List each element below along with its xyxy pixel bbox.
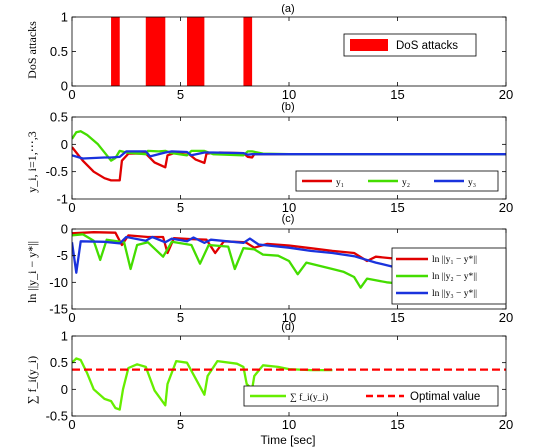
x-tick-label: 5 [177, 310, 184, 325]
y-tick-label: 1 [61, 10, 68, 25]
y-tick-label: 0 [61, 382, 68, 397]
panel-a-title: (a) [281, 3, 294, 15]
x-tick-label: 15 [390, 417, 404, 432]
dos-attack-bar [145, 17, 166, 86]
panel-d-legend: ∑ f_i(y_i) Optimal value [243, 385, 499, 407]
legend-label-dos: DoS attacks [396, 40, 458, 52]
y-tick-label: -1 [56, 192, 68, 207]
y-tick-label: 0.5 [50, 110, 68, 125]
plot-marks [72, 357, 506, 411]
x-tick-label: 5 [177, 200, 184, 215]
legend-label-sum: ∑ f_i(y_i) [290, 392, 328, 403]
series-line-3 [72, 235, 411, 274]
y-tick-label: -10 [49, 275, 68, 290]
x-tick-label: 20 [499, 310, 513, 325]
panel-c-title: (c) [282, 213, 295, 225]
x-tick-label: 10 [282, 417, 296, 432]
y-tick-label: -15 [49, 302, 68, 317]
legend-label-2: ln ||y₂ − y*|| [432, 272, 477, 282]
x-tick-label: 10 [282, 310, 296, 325]
y-tick-label: 0.5 [50, 355, 68, 370]
panel-b-legend: y₁ y₂ y₃ [295, 170, 499, 192]
legend-label-y3: y₃ [468, 178, 476, 188]
dos-attack-bar [111, 17, 120, 86]
y-tick-label: 0 [61, 222, 68, 237]
dos-attack-bar [187, 17, 205, 86]
legend-label-y1: y₁ [336, 178, 344, 188]
y-tick-label: -5 [56, 248, 68, 263]
y-tick-label: 0 [61, 79, 68, 94]
x-tick-label: 20 [499, 200, 513, 215]
panel-d-title: (d) [281, 321, 294, 333]
x-tick-label: 20 [499, 417, 513, 432]
panel-b-title: (b) [281, 101, 294, 113]
y-tick-label: 0 [61, 137, 68, 152]
plot-marks [111, 17, 253, 86]
x-tick-label: 0 [68, 310, 75, 325]
panel-b-plot: 0 5 10 15 20 -1 -0.5 0 0.5 [46, 110, 514, 216]
x-tick-label: 15 [390, 200, 404, 215]
y-tick-label: 0.5 [50, 44, 68, 59]
series-line-3 [72, 150, 506, 160]
legend-swatch-dos [350, 39, 388, 51]
x-tick-label: 5 [177, 87, 184, 102]
plot-marks [72, 130, 506, 182]
legend-label-optimal: Optimal value [410, 391, 480, 403]
legend-label-3: ln ||y₃ − y*|| [432, 289, 477, 299]
x-tick-label: 15 [390, 310, 404, 325]
x-axis-label: Time [sec] [261, 433, 316, 447]
y-tick-label: -0.5 [46, 164, 68, 179]
panel-b-ylabel: y_i, i=1,⋯,3 [25, 131, 39, 192]
y-tick-label: -0.5 [46, 409, 68, 424]
panel-d-plot: 0 5 10 15 20-0.500.51 [46, 329, 514, 433]
series-line-1 [72, 357, 333, 411]
panel-a-ylabel: DoS attacks [25, 21, 39, 79]
legend-label-y2: y₂ [402, 178, 410, 188]
y-tick-label: 1 [61, 329, 68, 344]
x-tick-label: 0 [68, 417, 75, 432]
x-tick-label: 0 [68, 87, 75, 102]
x-tick-label: 10 [282, 87, 296, 102]
plot-marks [72, 231, 412, 289]
panel-d-ylabel: ∑ f_i(y_i) [25, 356, 39, 404]
series-line-2 [72, 130, 506, 162]
panel-c-legend: ln ||y₁ − y*|| ln ||y₂ − y*|| ln ||y₃ − … [391, 247, 507, 305]
x-tick-label: 20 [499, 87, 513, 102]
x-tick-label: 15 [390, 87, 404, 102]
x-tick-label: 10 [282, 200, 296, 215]
x-tick-label: 0 [68, 200, 75, 215]
legend-label-1: ln ||y₁ − y*|| [432, 255, 477, 265]
panel-a-legend: DoS attacks [343, 33, 477, 57]
panel-c-ylabel: ln ||y_i − y*|| [25, 241, 39, 303]
x-tick-label: 5 [177, 417, 184, 432]
dos-attack-bar [243, 17, 253, 86]
